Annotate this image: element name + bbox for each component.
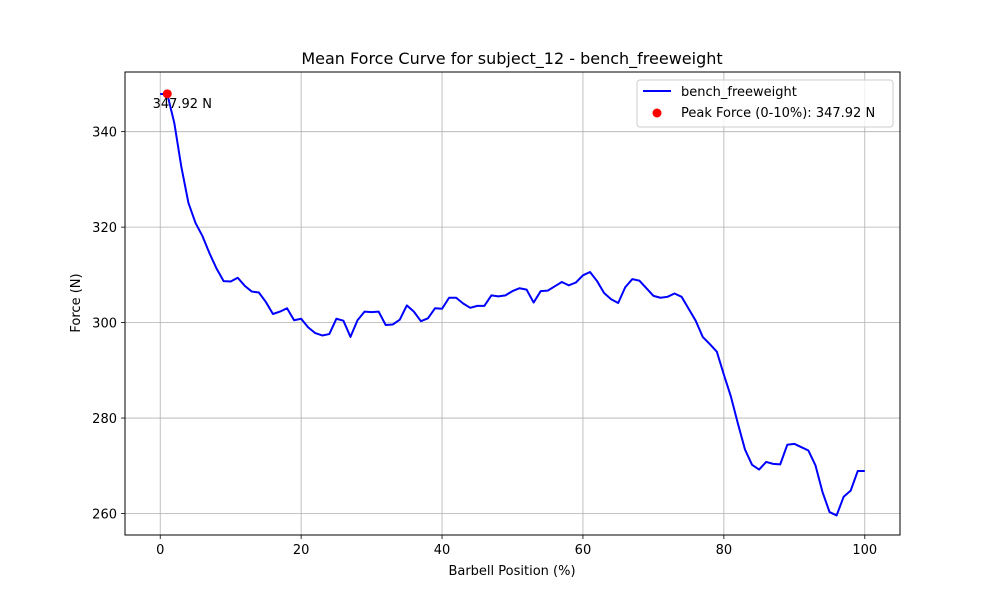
y-tick-label: 260 xyxy=(92,508,117,523)
line-layer xyxy=(160,92,865,517)
x-tick-label: 80 xyxy=(716,543,733,558)
chart-title: Mean Force Curve for subject_12 - bench_… xyxy=(301,49,722,69)
y-tick-label: 280 xyxy=(92,412,117,427)
y-tick-label: 300 xyxy=(92,317,117,332)
y-tick-label: 340 xyxy=(92,126,117,141)
tick-layer: 0 20 40 60 80 100 260 280 300 320 340 xyxy=(92,126,877,558)
x-tick-label: 60 xyxy=(575,543,592,558)
legend-marker-peak xyxy=(652,108,662,118)
legend-label-peak: Peak Force (0-10%): 347.92 N xyxy=(681,106,875,121)
legend: bench_freeweight Peak Force (0-10%): 347… xyxy=(636,79,894,128)
y-axis-label: Force (N) xyxy=(69,273,84,332)
plot-area-frame xyxy=(124,71,901,536)
x-tick-label: 20 xyxy=(293,543,310,558)
peak-annotation: 347.92 N xyxy=(153,97,212,112)
legend-label-series: bench_freeweight xyxy=(681,85,797,100)
x-tick-label: 0 xyxy=(156,543,164,558)
y-tick-label: 320 xyxy=(92,221,117,236)
x-tick-label: 100 xyxy=(852,543,877,558)
peak-layer: 347.92 N xyxy=(153,89,212,112)
grid-layer xyxy=(125,72,900,535)
legend-box xyxy=(636,79,894,128)
series-line xyxy=(160,92,865,517)
peak-marker xyxy=(162,89,172,99)
x-tick-label: 40 xyxy=(434,543,451,558)
x-axis-label: Barbell Position (%) xyxy=(448,564,575,579)
